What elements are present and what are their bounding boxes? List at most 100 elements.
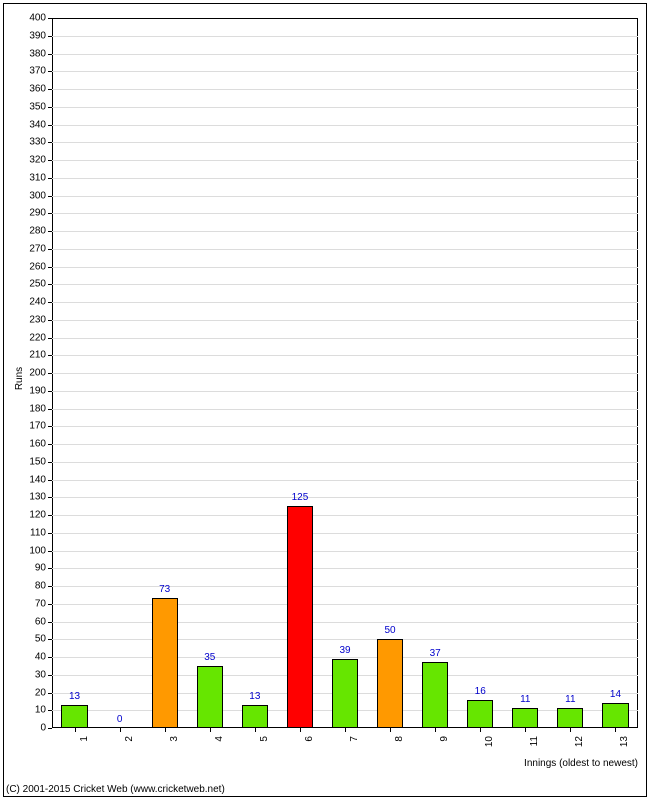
gridline [52, 231, 638, 232]
xtick-label: 6 [304, 736, 315, 742]
gridline [52, 54, 638, 55]
ytick-label: 360 [22, 84, 46, 95]
ytick-mark [48, 604, 52, 605]
ytick-mark [48, 213, 52, 214]
runs-bar-chart: 13073351312539503716111114 Runs Innings … [0, 0, 650, 800]
ytick-mark [48, 267, 52, 268]
ytick-mark [48, 480, 52, 481]
ytick-label: 370 [22, 66, 46, 77]
ytick-label: 120 [22, 510, 46, 521]
gridline [52, 125, 638, 126]
bar [467, 700, 493, 728]
gridline [52, 568, 638, 569]
bar-value-label: 13 [249, 691, 260, 702]
ytick-label: 90 [22, 563, 46, 574]
ytick-label: 140 [22, 474, 46, 485]
gridline [52, 355, 638, 356]
xtick-label: 3 [169, 736, 180, 742]
ytick-label: 20 [22, 687, 46, 698]
gridline [52, 196, 638, 197]
ytick-label: 60 [22, 616, 46, 627]
bar [377, 639, 403, 728]
bar [61, 705, 87, 728]
ytick-label: 110 [22, 527, 46, 538]
xtick-mark [255, 728, 256, 732]
ytick-label: 190 [22, 385, 46, 396]
ytick-mark [48, 657, 52, 658]
gridline [52, 142, 638, 143]
bar-value-label: 13 [69, 691, 80, 702]
gridline [52, 426, 638, 427]
xtick-label: 9 [439, 736, 450, 742]
gridline [52, 373, 638, 374]
ytick-mark [48, 515, 52, 516]
ytick-label: 170 [22, 421, 46, 432]
gridline [52, 533, 638, 534]
ytick-label: 200 [22, 368, 46, 379]
ytick-mark [48, 320, 52, 321]
xtick-mark [210, 728, 211, 732]
ytick-label: 220 [22, 332, 46, 343]
ytick-label: 40 [22, 652, 46, 663]
ytick-label: 270 [22, 243, 46, 254]
ytick-label: 400 [22, 13, 46, 24]
ytick-mark [48, 622, 52, 623]
ytick-mark [48, 302, 52, 303]
xtick-label: 7 [349, 736, 360, 742]
ytick-mark [48, 373, 52, 374]
ytick-mark [48, 142, 52, 143]
ytick-label: 160 [22, 439, 46, 450]
ytick-mark [48, 178, 52, 179]
ytick-mark [48, 71, 52, 72]
ytick-mark [48, 89, 52, 90]
ytick-mark [48, 568, 52, 569]
bar [152, 598, 178, 728]
ytick-mark [48, 107, 52, 108]
ytick-mark [48, 54, 52, 55]
ytick-mark [48, 284, 52, 285]
gridline [52, 107, 638, 108]
gridline [52, 284, 638, 285]
xtick-mark [525, 728, 526, 732]
ytick-mark [48, 391, 52, 392]
gridline [52, 515, 638, 516]
xtick-mark [345, 728, 346, 732]
ytick-label: 100 [22, 545, 46, 556]
ytick-label: 300 [22, 190, 46, 201]
xtick-label: 10 [484, 736, 495, 747]
gridline [52, 178, 638, 179]
ytick-label: 340 [22, 119, 46, 130]
bar-value-label: 50 [385, 625, 396, 636]
bar-value-label: 35 [204, 652, 215, 663]
bar [512, 708, 538, 728]
ytick-mark [48, 675, 52, 676]
ytick-mark [48, 533, 52, 534]
bar-value-label: 16 [475, 686, 486, 697]
bar [332, 659, 358, 728]
ytick-label: 80 [22, 581, 46, 592]
gridline [52, 213, 638, 214]
xtick-mark [435, 728, 436, 732]
ytick-label: 380 [22, 48, 46, 59]
ytick-label: 130 [22, 492, 46, 503]
ytick-label: 390 [22, 30, 46, 41]
xtick-mark [615, 728, 616, 732]
ytick-label: 30 [22, 669, 46, 680]
xtick-label: 11 [529, 736, 540, 746]
xtick-label: 5 [259, 736, 270, 742]
x-axis-label: Innings (oldest to newest) [524, 758, 638, 769]
gridline [52, 71, 638, 72]
plot-area: 13073351312539503716111114 [52, 18, 638, 728]
bar-value-label: 125 [292, 492, 309, 503]
ytick-mark [48, 18, 52, 19]
ytick-label: 70 [22, 598, 46, 609]
gridline [52, 249, 638, 250]
ytick-mark [48, 497, 52, 498]
xtick-label: 13 [619, 736, 630, 747]
ytick-label: 180 [22, 403, 46, 414]
gridline [52, 302, 638, 303]
gridline [52, 497, 638, 498]
ytick-mark [48, 462, 52, 463]
gridline [52, 36, 638, 37]
bar [287, 506, 313, 728]
